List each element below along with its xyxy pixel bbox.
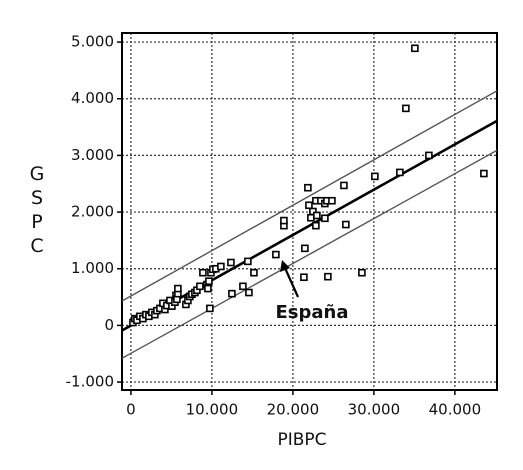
point xyxy=(371,172,379,181)
point xyxy=(244,257,252,266)
point xyxy=(358,268,366,277)
point xyxy=(342,220,350,229)
point xyxy=(196,282,204,291)
x-tick-label: 10.000 xyxy=(186,401,239,419)
y-tick-label: 3.000 xyxy=(71,146,114,164)
y-tick-label: 0 xyxy=(104,316,114,334)
point xyxy=(305,201,313,210)
x-tick-label: 40.000 xyxy=(429,401,482,419)
point xyxy=(411,44,419,53)
annotation: España xyxy=(275,302,348,323)
point xyxy=(199,268,207,277)
point xyxy=(301,244,309,253)
point xyxy=(321,214,329,223)
point xyxy=(206,304,214,313)
point xyxy=(304,183,312,192)
point xyxy=(300,273,308,282)
x-tick-label: 20.000 xyxy=(267,401,320,419)
point xyxy=(205,277,213,286)
x-tick-label: 30.000 xyxy=(348,401,401,419)
point xyxy=(250,268,258,277)
fit-line xyxy=(122,90,497,302)
point xyxy=(204,284,212,293)
point xyxy=(312,221,320,230)
point xyxy=(227,258,235,267)
point xyxy=(307,213,315,222)
point xyxy=(328,196,336,205)
point xyxy=(324,272,332,281)
y-tick-label: 2.000 xyxy=(71,203,114,221)
fit-line xyxy=(122,149,497,359)
point xyxy=(174,284,182,293)
point xyxy=(228,289,236,298)
plot-frame xyxy=(121,32,498,391)
x-tick-label: 0 xyxy=(126,401,136,419)
point xyxy=(217,262,225,271)
point xyxy=(272,250,280,259)
annotation-arrowhead xyxy=(280,260,290,272)
x-axis-label: PIBPC xyxy=(277,430,326,450)
y-tick-label: 5.000 xyxy=(71,33,114,51)
fit-line xyxy=(122,119,497,332)
y-tick-label: 1.000 xyxy=(71,259,114,277)
point xyxy=(480,169,488,178)
point xyxy=(396,168,404,177)
point xyxy=(313,211,321,220)
annotation-arrow xyxy=(283,267,300,298)
point xyxy=(245,288,253,297)
point xyxy=(239,282,247,291)
y-axis-label: GSPC xyxy=(29,163,45,257)
point xyxy=(280,216,288,225)
y-tick-label: 4.000 xyxy=(71,89,114,107)
point xyxy=(309,207,317,216)
point xyxy=(402,104,410,113)
y-tick-label: -1.000 xyxy=(66,373,114,391)
point xyxy=(425,151,433,160)
point xyxy=(340,181,348,190)
